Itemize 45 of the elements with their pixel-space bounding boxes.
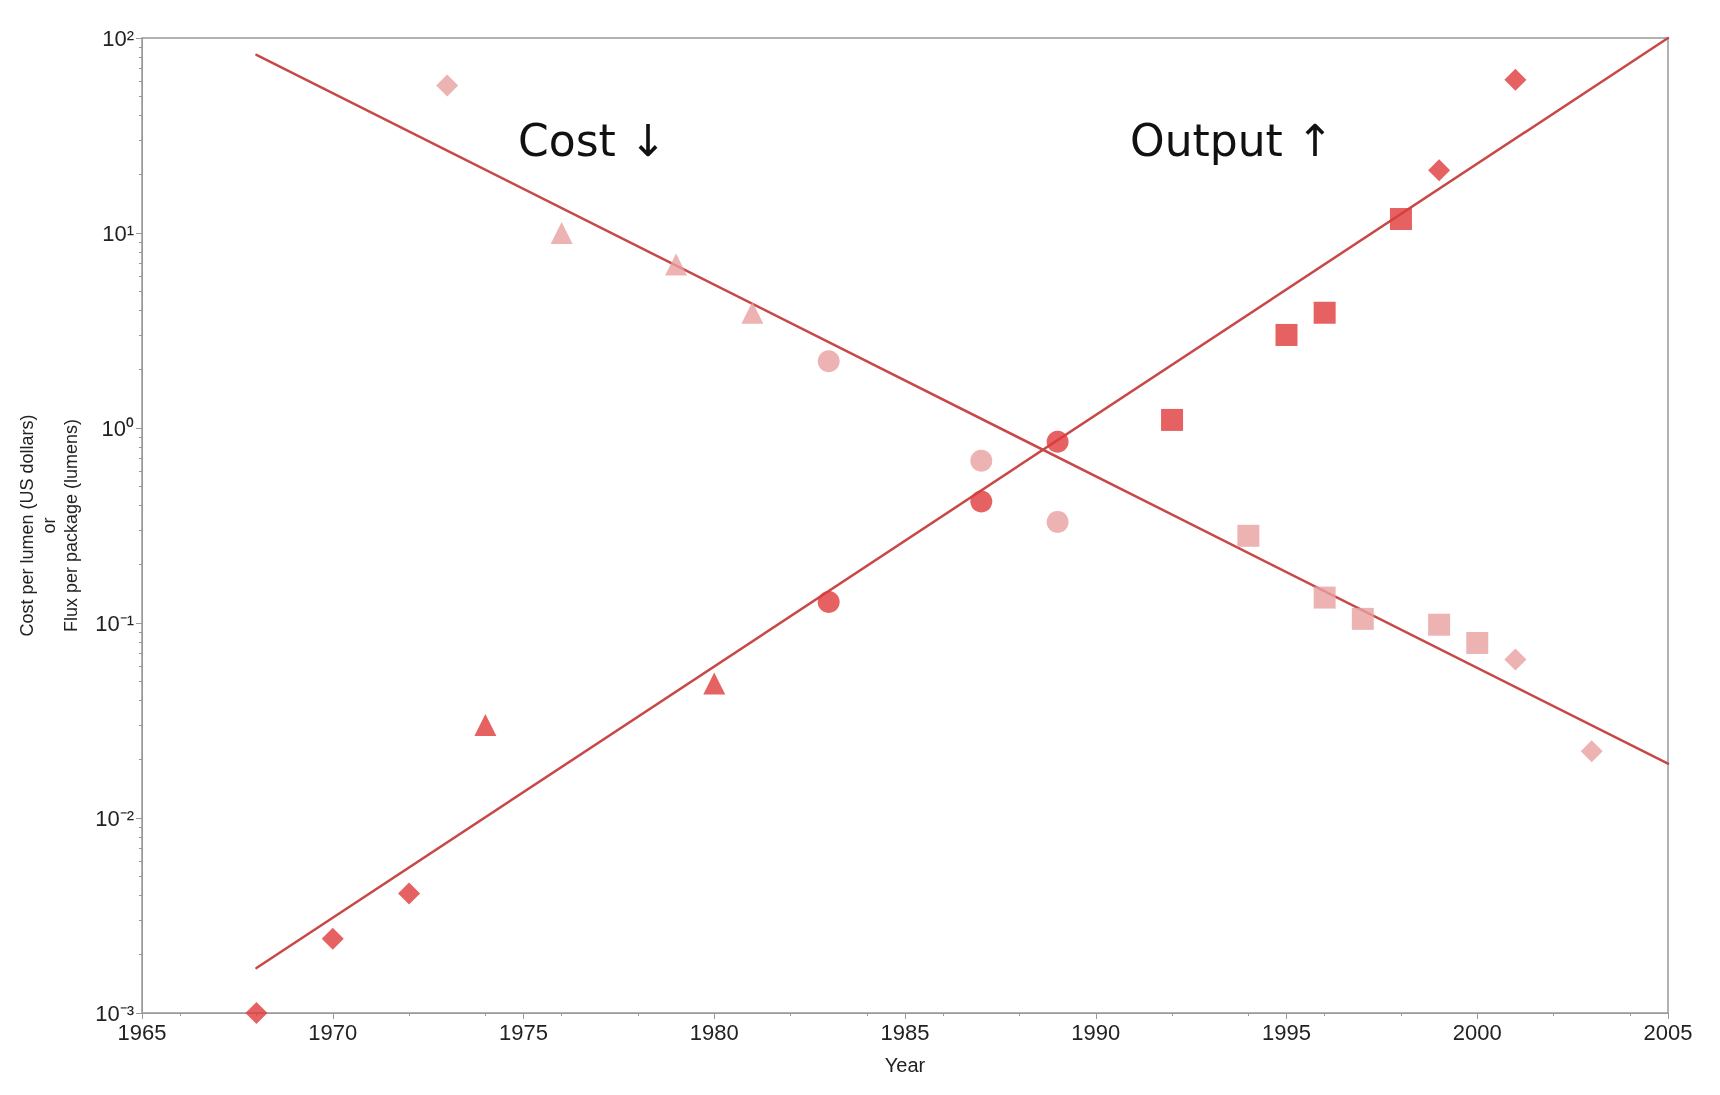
x-tick-label: 1990 — [1071, 1019, 1121, 1045]
point — [817, 591, 840, 614]
point — [703, 672, 726, 695]
y-axis-title: Cost per lumen (US dollars) or Flux per package (lumens) — [17, 414, 81, 637]
point — [436, 74, 459, 97]
point — [1504, 68, 1527, 91]
y-tick-label: 10² — [102, 25, 134, 51]
x-tick-label: 1975 — [499, 1019, 548, 1045]
annotation: Output ↑ — [1130, 114, 1334, 166]
x-tick-label: 1970 — [308, 1019, 358, 1045]
point — [1046, 430, 1069, 453]
point — [741, 301, 764, 324]
x-tick-label: 1980 — [689, 1019, 739, 1045]
point — [474, 713, 497, 736]
point — [665, 253, 688, 276]
point — [1237, 524, 1260, 547]
x-tick-label: 1985 — [880, 1019, 930, 1045]
point — [1428, 613, 1451, 636]
y-tick-label: 10⁻² — [95, 805, 134, 831]
point — [1161, 408, 1184, 431]
point — [1275, 323, 1298, 346]
point — [1466, 631, 1489, 654]
x-tick-label: 2000 — [1452, 1019, 1502, 1045]
point — [970, 449, 993, 472]
y-tick-label: 10¹ — [102, 220, 134, 246]
point — [1504, 648, 1527, 671]
point — [245, 1002, 268, 1024]
x-axis-title: Year — [884, 1054, 926, 1076]
point — [1313, 301, 1336, 324]
point — [1580, 740, 1603, 763]
x-tick-label: 2005 — [1643, 1019, 1693, 1045]
point — [1389, 207, 1412, 230]
x-tick-label: 1995 — [1262, 1019, 1311, 1045]
annotation: Cost ↓ — [518, 114, 667, 166]
point — [321, 927, 344, 950]
point — [1351, 607, 1374, 630]
point — [1428, 159, 1451, 182]
point — [1046, 510, 1069, 533]
point — [550, 222, 573, 244]
point — [970, 490, 993, 513]
point — [1313, 586, 1336, 609]
y-tick-label: 10⁰ — [101, 415, 134, 441]
y-tick-label: 10⁻¹ — [95, 610, 134, 636]
point — [398, 882, 421, 905]
point — [817, 350, 840, 373]
